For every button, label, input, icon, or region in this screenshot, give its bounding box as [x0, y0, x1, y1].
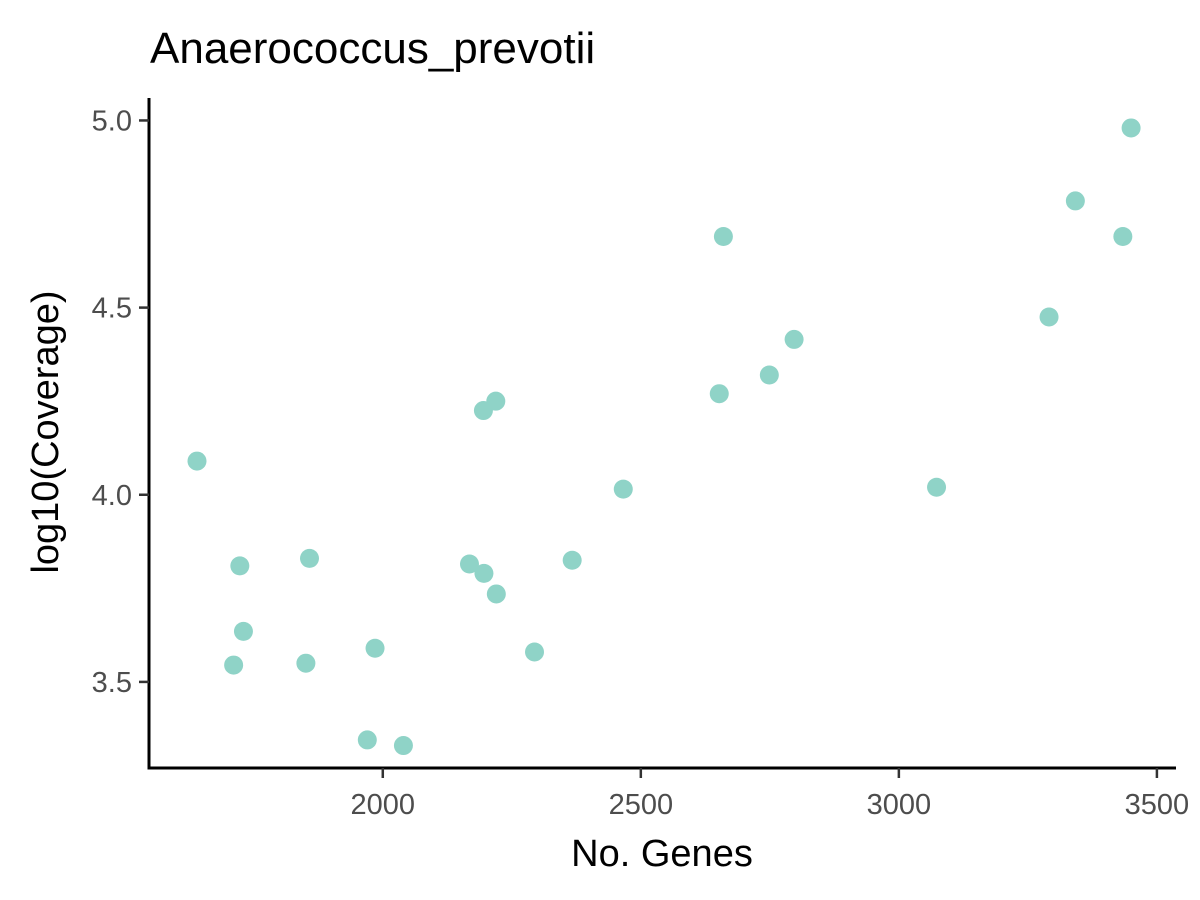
data-point — [525, 642, 545, 662]
x-tick-label: 2000 — [351, 789, 416, 821]
data-point — [613, 479, 633, 499]
data-point — [784, 329, 804, 349]
data-point — [300, 548, 320, 568]
y-tick-label: 3.5 — [92, 667, 132, 699]
x-tick-label: 3500 — [1125, 789, 1190, 821]
x-tick-label: 2500 — [609, 789, 674, 821]
data-point — [1113, 226, 1133, 246]
y-tick-label: 5.0 — [92, 105, 132, 137]
data-point — [486, 391, 506, 411]
data-point — [393, 736, 413, 756]
data-point — [459, 554, 479, 574]
data-point — [187, 451, 207, 471]
x-axis-ticks: 2000 2500 3000 3500 — [351, 768, 1190, 821]
data-point — [713, 226, 733, 246]
y-axis-ticks: 3.5 4.0 4.5 5.0 — [92, 105, 149, 699]
data-point — [357, 730, 377, 750]
data-point — [1065, 191, 1085, 211]
data-point — [230, 556, 250, 576]
data-point — [1039, 307, 1059, 327]
data-point — [233, 621, 253, 641]
y-tick-label: 4.0 — [92, 480, 132, 512]
data-point — [486, 584, 506, 604]
data-point — [1121, 118, 1141, 138]
data-point — [927, 477, 947, 497]
data-points — [187, 118, 1141, 756]
data-point — [709, 384, 729, 404]
data-point — [562, 550, 582, 570]
data-point — [759, 365, 779, 385]
data-point — [296, 653, 316, 673]
data-point — [365, 638, 385, 658]
data-point — [474, 563, 494, 583]
y-tick-label: 4.5 — [92, 293, 132, 325]
y-axis-title: log10(Coverage) — [25, 290, 67, 573]
data-point — [224, 655, 244, 675]
x-tick-label: 3000 — [867, 789, 932, 821]
chart-title: Anaerococcus_prevotii — [150, 24, 595, 73]
x-axis-title: No. Genes — [571, 833, 753, 875]
